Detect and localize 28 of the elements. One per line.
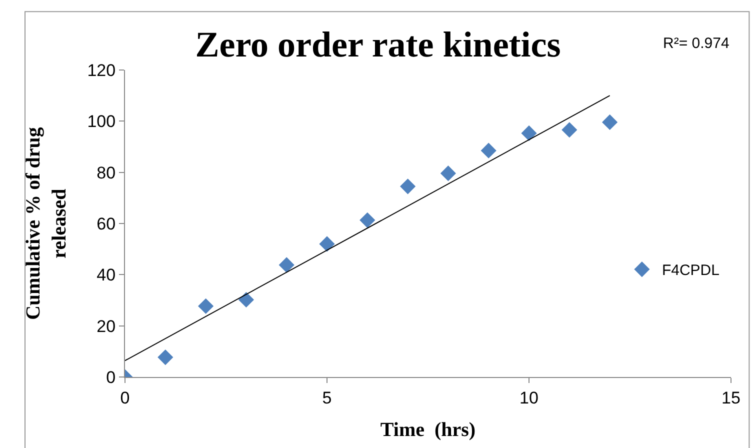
y-tick-label: 120 (87, 60, 116, 80)
point (400, 178, 416, 194)
y-tick-label: 60 (96, 214, 116, 234)
x-tick-label: 15 (722, 388, 740, 408)
point (278, 257, 294, 273)
point (562, 122, 578, 138)
x-tick-label: 0 (120, 388, 130, 408)
point (521, 125, 537, 141)
point (360, 212, 376, 228)
x-tick-label: 10 (520, 388, 538, 408)
y-tick-label: 20 (96, 316, 116, 336)
chart-title: Zero order rate kinetics (195, 24, 561, 65)
x-tick-label: 5 (322, 388, 332, 408)
y-axis-title: Cumulative % of drug released (22, 127, 71, 320)
text: R²= 0.974 (663, 35, 730, 52)
point (319, 236, 335, 252)
y-tick-label: 100 (87, 112, 116, 132)
y-tick-label: 0 (106, 368, 116, 387)
y-tick-label: 40 (96, 266, 116, 285)
legend-label: F4CPDL (662, 262, 720, 280)
point (198, 298, 214, 314)
point (158, 350, 174, 366)
point (602, 114, 618, 130)
x-axis-title: Time (hrs) (380, 418, 476, 441)
point (480, 142, 496, 158)
point (440, 166, 456, 182)
y-tick-label: 80 (96, 163, 116, 182)
point (238, 292, 254, 308)
